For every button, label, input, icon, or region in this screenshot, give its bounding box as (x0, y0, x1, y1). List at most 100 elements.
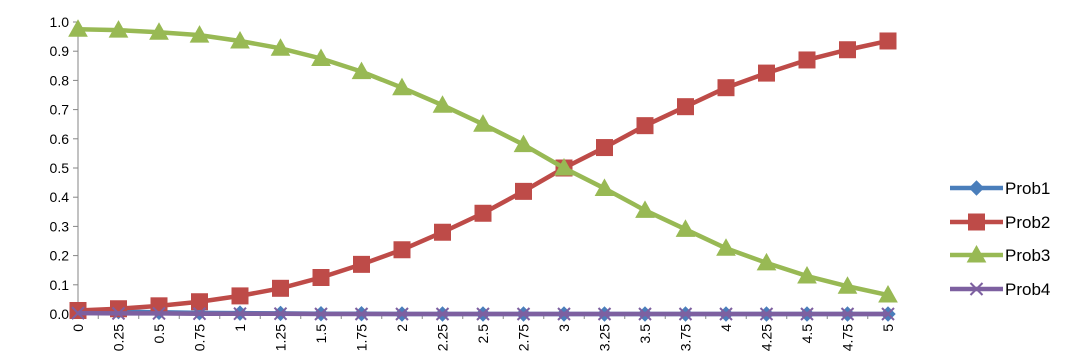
x-marker-stroke (435, 307, 450, 321)
data-point-prob3 (149, 22, 169, 40)
data-point-prob3 (351, 61, 372, 80)
data-point-prob2 (596, 139, 613, 157)
x-marker-stroke (597, 307, 612, 321)
x-marker-stroke (516, 307, 531, 321)
data-point-prob3 (230, 30, 250, 49)
data-point-prob4 (678, 307, 693, 321)
x-marker-stroke (233, 307, 247, 321)
series-prob4 (71, 306, 895, 321)
data-point-prob2 (677, 98, 694, 116)
data-point-prob4 (881, 307, 895, 321)
data-point-prob4 (395, 307, 409, 321)
series-prob2 (69, 32, 897, 319)
data-point-prob4 (233, 307, 247, 321)
x-marker-stroke (969, 282, 984, 296)
legend: Prob1 Prob2 Prob3 Prob4 (950, 179, 1050, 299)
data-point-prob3 (392, 77, 412, 96)
data-point-prob2 (758, 64, 775, 82)
legend-item-prob2: Prob2 (950, 213, 1050, 232)
y-tick-labels: 0.0 0.1 0.2 0.3 0.4 0.5 0.6 0.7 0.8 0.9 1.0 (50, 14, 70, 322)
y-tick-label: 0.3 (50, 218, 70, 234)
data-point-prob3 (635, 200, 655, 218)
y-tick-label: 0.6 (50, 131, 70, 147)
x-tick-label: 0.25 (111, 324, 127, 351)
x-tick-label: 5 (880, 324, 896, 332)
x-marker-stroke (71, 306, 85, 320)
data-point-prob3 (756, 252, 777, 271)
data-point-prob2 (636, 117, 654, 135)
data-point-prob2 (515, 182, 532, 200)
legend-marker-prob1 (968, 180, 985, 196)
x-marker-stroke (881, 307, 895, 321)
data-point-prob2 (879, 32, 897, 50)
data-point-prob3 (189, 25, 210, 43)
data-point-prob4 (71, 306, 85, 320)
y-tick-label: 0.8 (50, 72, 70, 88)
data-point-prob3 (513, 134, 534, 153)
y-tick-label: 0.2 (50, 248, 70, 264)
data-point-prob4 (800, 307, 814, 321)
y-tick-label: 0.7 (50, 102, 70, 118)
x-tick-label: 2.75 (516, 324, 532, 351)
data-point-prob2 (717, 79, 735, 97)
data-point-prob3 (108, 20, 129, 38)
x-tick-label: 0.75 (192, 324, 208, 351)
data-point-prob4 (192, 307, 207, 321)
x-marker-stroke (678, 307, 693, 321)
x-marker-stroke (273, 307, 288, 321)
data-point-prob3 (432, 95, 453, 113)
x-tick-label: 1.75 (354, 324, 370, 351)
data-point-prob4 (840, 307, 855, 321)
data-point-prob2 (69, 301, 87, 319)
legend-label-prob3: Prob3 (1005, 246, 1050, 265)
data-point-prob3 (878, 285, 898, 303)
y-tick-label: 1.0 (50, 14, 70, 30)
data-point-prob4 (476, 307, 490, 321)
x-marker-stroke (152, 306, 166, 321)
x-marker-stroke (354, 307, 369, 321)
data-point-prob3 (594, 178, 615, 196)
x-tick-label: 4.25 (759, 324, 775, 351)
data-point-prob4 (354, 307, 369, 321)
x-tick-label: 3.25 (597, 324, 613, 351)
data-point-prob2 (798, 51, 816, 69)
data-point-prob2 (474, 204, 492, 222)
data-point-prob3 (797, 266, 817, 284)
x-tick-label: 1.5 (313, 324, 329, 344)
data-point-prob2 (393, 241, 411, 259)
legend-label-prob2: Prob2 (1005, 213, 1050, 232)
series-group (68, 19, 898, 322)
x-tick-label: 2.5 (475, 324, 491, 344)
x-tick-label: 1.25 (273, 324, 289, 351)
data-point-prob3 (554, 157, 574, 176)
x-marker-stroke (759, 307, 774, 321)
y-tick-label: 0.1 (50, 277, 70, 293)
x-tick-label: 4.75 (840, 324, 856, 351)
x-marker-stroke (638, 307, 652, 321)
data-point-prob4 (314, 307, 328, 321)
data-point-prob3 (311, 48, 331, 66)
y-tick-label: 0.4 (50, 189, 70, 205)
x-marker-stroke (314, 307, 328, 321)
legend-marker-prob3 (966, 244, 987, 263)
data-point-prob4 (273, 307, 288, 321)
data-point-prob3 (270, 38, 291, 56)
x-marker-stroke (476, 307, 490, 321)
legend-label-prob4: Prob4 (1005, 280, 1050, 299)
data-point-prob3 (473, 114, 493, 132)
legend-label-prob1: Prob1 (1005, 179, 1050, 198)
data-point-prob2 (434, 223, 451, 241)
data-point-prob4 (597, 307, 612, 321)
x-tick-label: 3.5 (637, 324, 653, 344)
data-point-prob4 (719, 307, 733, 321)
legend-item-prob1: Prob1 (950, 179, 1050, 198)
x-marker-stroke (719, 307, 733, 321)
x-marker-stroke (800, 307, 814, 321)
x-marker-stroke (557, 307, 571, 321)
data-point-prob4 (759, 307, 774, 321)
data-point-prob3 (837, 276, 858, 294)
data-point-prob3 (675, 219, 696, 237)
legend-marker-prob2 (968, 213, 985, 231)
x-tick-label: 0 (70, 324, 86, 332)
